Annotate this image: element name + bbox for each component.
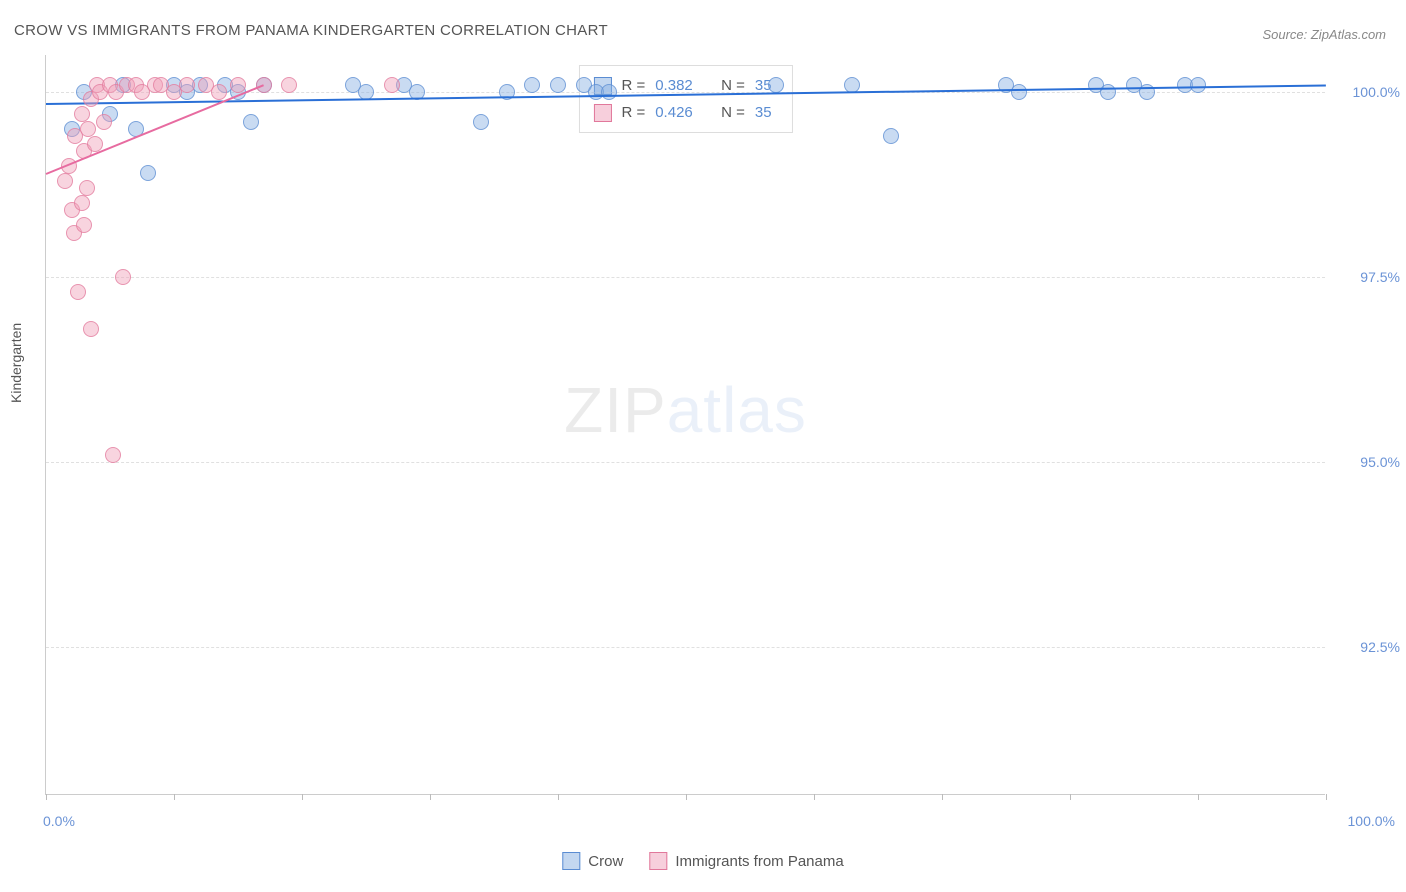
gridline (46, 462, 1325, 463)
y-tick-label: 95.0% (1335, 454, 1400, 470)
data-point (601, 84, 617, 100)
scatter-chart: Kindergarten ZIPatlas R = 0.382 N = 35 R… (45, 55, 1325, 795)
data-point (140, 165, 156, 181)
gridline (46, 647, 1325, 648)
data-point (74, 106, 90, 122)
data-point (96, 114, 112, 130)
x-tick (1070, 794, 1071, 800)
legend-item-crow: Crow (562, 852, 623, 870)
data-point (524, 77, 540, 93)
x-tick (1198, 794, 1199, 800)
data-point (83, 321, 99, 337)
y-tick-label: 100.0% (1335, 84, 1400, 100)
data-point (281, 77, 297, 93)
data-point (844, 77, 860, 93)
data-point (230, 77, 246, 93)
swatch-pink-icon (649, 852, 667, 870)
gridline (46, 277, 1325, 278)
data-point (211, 84, 227, 100)
y-axis-label: Kindergarten (8, 322, 24, 402)
data-point (1190, 77, 1206, 93)
data-point (115, 269, 131, 285)
data-point (76, 217, 92, 233)
x-tick (942, 794, 943, 800)
x-tick (814, 794, 815, 800)
legend-item-panama: Immigrants from Panama (649, 852, 843, 870)
x-axis-min-label: 0.0% (43, 813, 75, 829)
data-point (243, 114, 259, 130)
source-attribution: Source: ZipAtlas.com (1262, 27, 1386, 42)
stats-row-panama: R = 0.426 N = 35 (593, 99, 771, 126)
data-point (883, 128, 899, 144)
data-point (57, 173, 73, 189)
x-axis-max-label: 100.0% (1348, 813, 1395, 829)
data-point (1011, 84, 1027, 100)
data-point (70, 284, 86, 300)
x-tick (558, 794, 559, 800)
x-tick (686, 794, 687, 800)
data-point (105, 447, 121, 463)
data-point (80, 121, 96, 137)
data-point (768, 77, 784, 93)
x-tick (430, 794, 431, 800)
x-tick (46, 794, 47, 800)
data-point (74, 195, 90, 211)
data-point (79, 180, 95, 196)
data-point (384, 77, 400, 93)
swatch-pink-icon (593, 104, 611, 122)
swatch-blue-icon (562, 852, 580, 870)
data-point (1100, 84, 1116, 100)
watermark: ZIPatlas (564, 373, 807, 447)
data-point (550, 77, 566, 93)
chart-title: CROW VS IMMIGRANTS FROM PANAMA KINDERGAR… (14, 22, 608, 39)
x-tick (302, 794, 303, 800)
x-tick (174, 794, 175, 800)
y-tick-label: 92.5% (1335, 639, 1400, 655)
data-point (473, 114, 489, 130)
data-point (179, 77, 195, 93)
bottom-legend: Crow Immigrants from Panama (562, 852, 843, 870)
y-tick-label: 97.5% (1335, 269, 1400, 285)
x-tick (1326, 794, 1327, 800)
